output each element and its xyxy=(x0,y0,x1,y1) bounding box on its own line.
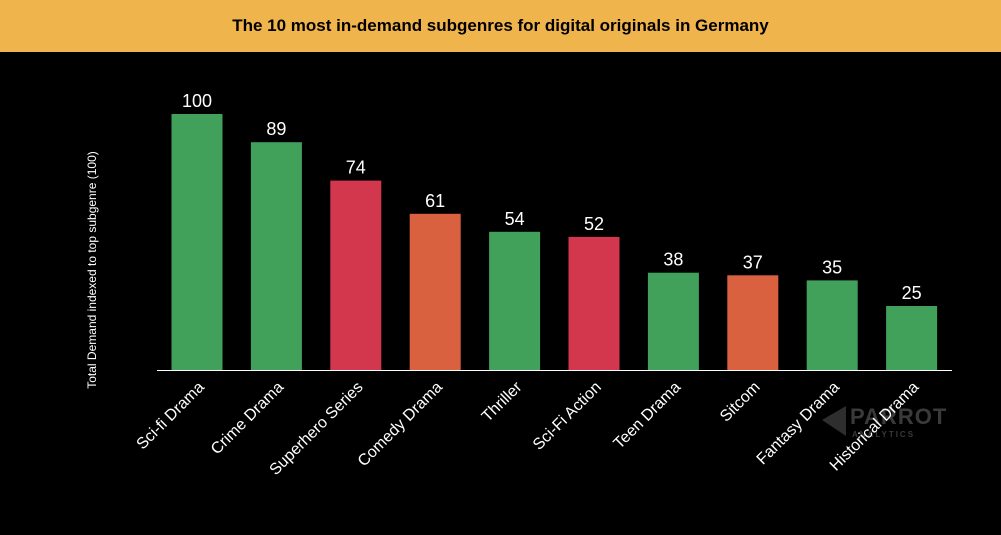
data-label-4: 54 xyxy=(505,209,525,229)
data-label-8: 35 xyxy=(822,257,842,277)
watermark-brand: PARROT xyxy=(850,404,947,429)
data-label-7: 37 xyxy=(743,252,763,272)
tick-label-0: Sci-fi Drama xyxy=(134,379,208,453)
bar-1 xyxy=(250,142,302,370)
bar-8 xyxy=(806,280,858,370)
data-label-9: 25 xyxy=(902,283,922,303)
bar-4 xyxy=(489,231,541,370)
bar-0 xyxy=(171,114,223,370)
bar-7 xyxy=(727,275,779,370)
parrot-logo-icon xyxy=(822,406,846,436)
tick-label-3: Comedy Drama xyxy=(355,379,446,470)
data-label-2: 74 xyxy=(346,158,366,178)
y-axis-label: Total Demand indexed to top subgenre (10… xyxy=(85,151,99,389)
tick-label-1: Crime Drama xyxy=(208,379,287,458)
bar-5 xyxy=(568,236,620,370)
tick-label-7: Sitcom xyxy=(717,379,764,426)
bar-6 xyxy=(647,272,699,370)
data-label-1: 89 xyxy=(266,119,286,139)
chart-title: The 10 most in-demand subgenres for digi… xyxy=(232,16,769,35)
tick-label-4: Thriller xyxy=(479,378,526,425)
title-band: The 10 most in-demand subgenres for digi… xyxy=(0,0,1001,52)
bar-9 xyxy=(886,306,938,370)
tick-label-6: Teen Drama xyxy=(611,379,685,453)
data-label-6: 38 xyxy=(663,250,683,270)
watermark-sub: ANALYTICS xyxy=(852,430,915,439)
data-label-5: 52 xyxy=(584,214,604,234)
data-label-0: 100 xyxy=(182,91,212,111)
bar-2 xyxy=(330,180,382,370)
tick-label-5: Sci-Fi Action xyxy=(530,379,605,454)
data-label-3: 61 xyxy=(425,191,445,211)
bar-3 xyxy=(409,213,461,370)
